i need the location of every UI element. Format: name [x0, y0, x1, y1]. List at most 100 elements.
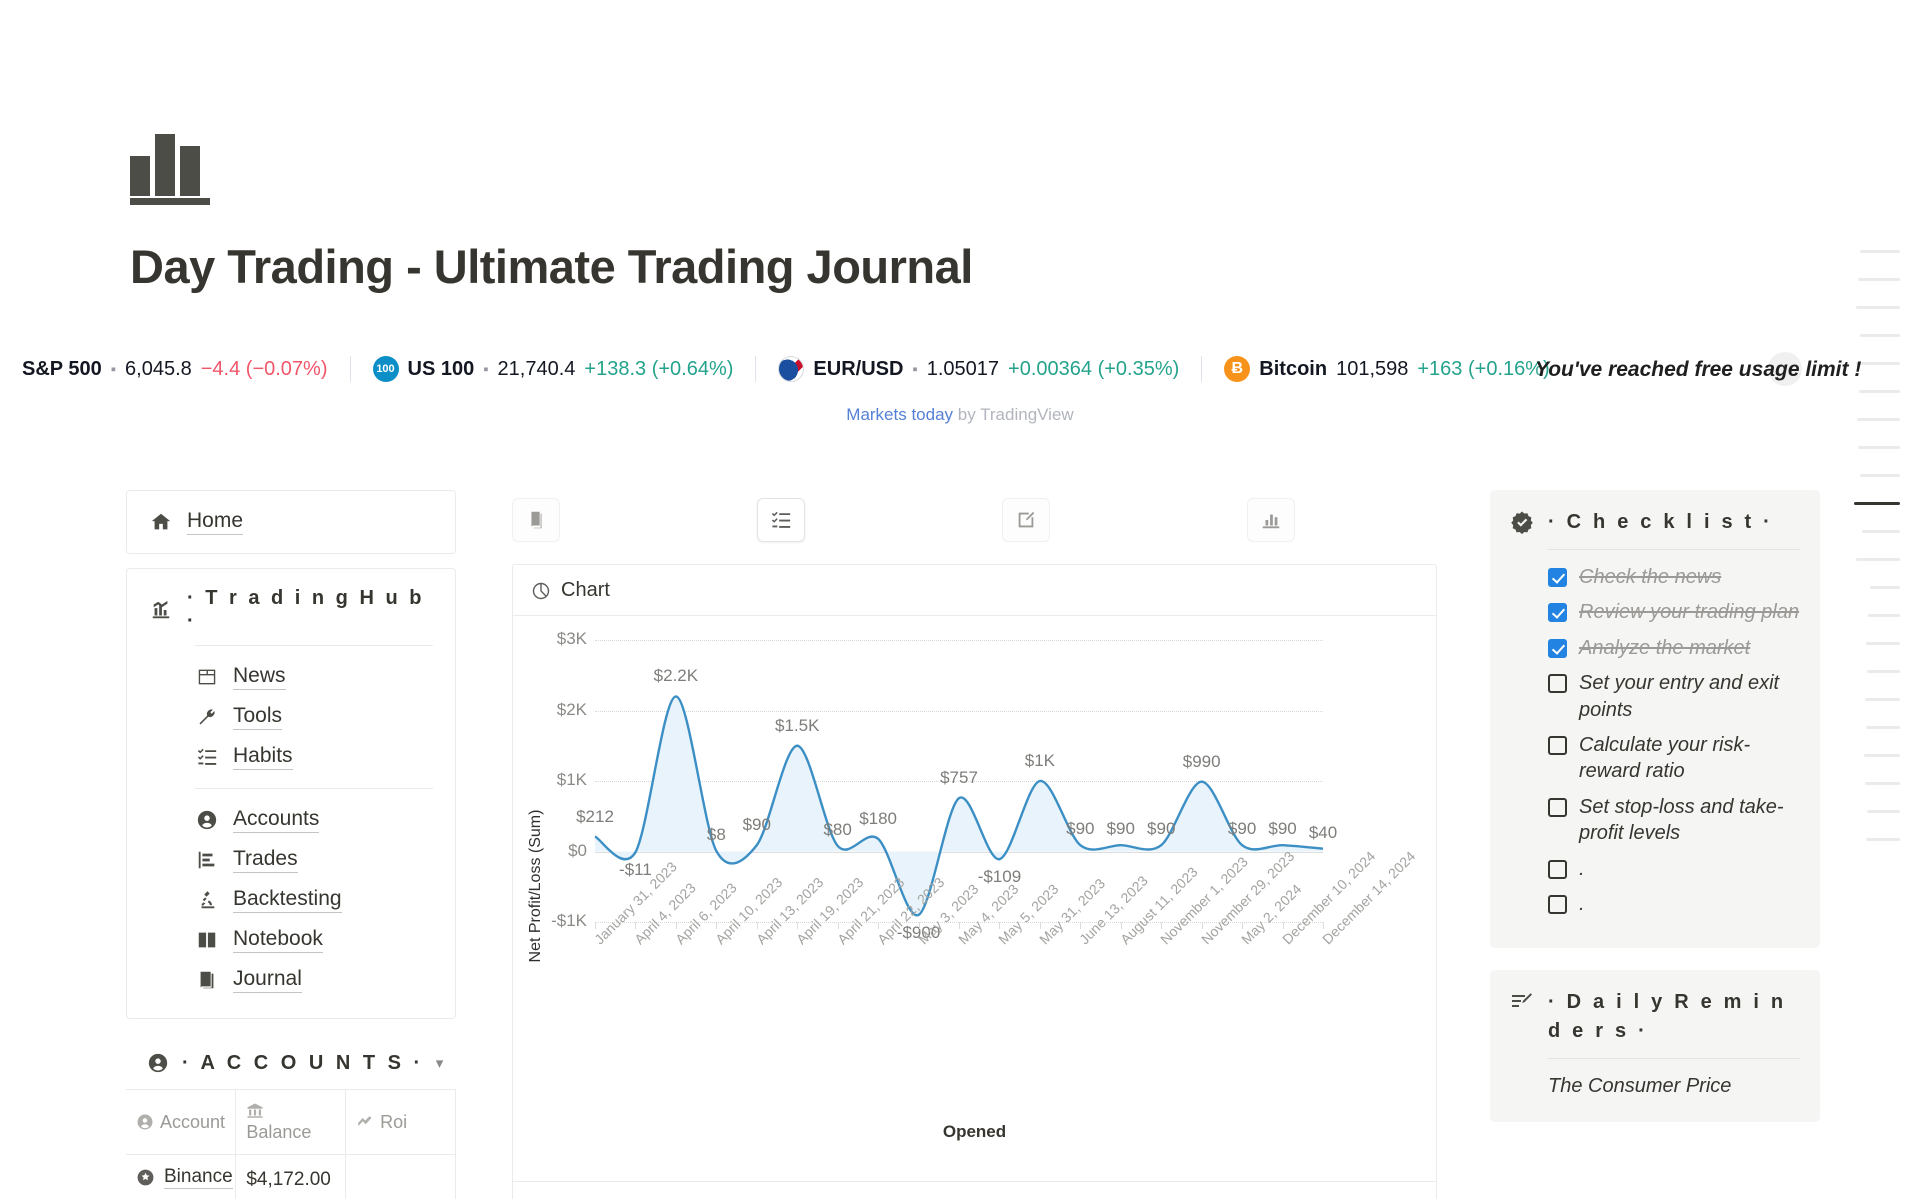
edit-note-icon [1018, 511, 1035, 528]
minimap-line[interactable] [1867, 670, 1900, 673]
checkbox[interactable] [1548, 568, 1567, 587]
sidebar-item-backtesting[interactable]: Backtesting [195, 880, 433, 920]
checkbox[interactable] [1548, 894, 1567, 914]
checkbox[interactable] [1548, 797, 1567, 817]
data-label: $180 [859, 808, 898, 828]
minimap-line[interactable] [1858, 278, 1900, 281]
x-tick-mark [1080, 922, 1082, 929]
checkbox[interactable] [1548, 735, 1567, 755]
list-item[interactable]: Analyze the market [1548, 635, 1800, 661]
minimap-line[interactable] [1865, 698, 1900, 701]
column-label: Balance [246, 1122, 312, 1142]
minimap-line[interactable] [1860, 474, 1900, 477]
list-item[interactable]: Review your trading plan [1548, 599, 1800, 625]
data-label: $40 [1308, 822, 1338, 842]
sidebar-item-accounts[interactable]: Accounts [195, 800, 433, 840]
x-tick-mark [595, 922, 596, 929]
minimap-line[interactable] [1857, 418, 1900, 421]
daily-reminders-card: · D a i l y R e m i n d e r s · The Cons… [1490, 970, 1820, 1123]
minimap-line[interactable] [1859, 390, 1900, 393]
reminder-text: The Consumer Price [1548, 1075, 1732, 1098]
ticker-item-eurusd[interactable]: EUR/USD ▪ 1.05017 +0.00364 (+0.35%) [755, 356, 1201, 382]
ticker-price: 21,740.4 [497, 357, 576, 380]
chart-canvas[interactable]: $212 -$11 $2.2K $8 $90 $1.5K $80 $180 -$900 $757 -… [576, 640, 1337, 942]
sidebar-item-journal[interactable]: Journal [195, 960, 433, 1000]
sidebar-item-habits[interactable]: Habits [195, 737, 433, 777]
minimap-line[interactable] [1867, 810, 1900, 813]
wrench-icon [195, 705, 219, 729]
ticker-scroll-handle[interactable] [1768, 352, 1802, 386]
ticker-dot: ▪ [483, 360, 489, 378]
minimap-line[interactable] [1856, 558, 1900, 561]
x-axis-title: Opened [942, 1122, 1007, 1141]
data-label: $80 [823, 819, 852, 839]
ticker-item-us100[interactable]: 100 US 100 ▪ 21,740.4 +138.3 (+0.64%) [349, 356, 756, 382]
column-header-account[interactable]: Account [126, 1089, 237, 1155]
list-item[interactable]: . [1548, 856, 1800, 882]
minimap-line[interactable] [1856, 306, 1900, 309]
list-item[interactable]: Check the news [1548, 564, 1800, 590]
markets-today-link[interactable]: Markets today [846, 405, 954, 424]
sidebar-label: Accounts [233, 807, 320, 833]
table-row[interactable]: Binance $4,172.00 [126, 1154, 456, 1199]
data-label: $90 [1227, 819, 1257, 839]
minimap-line[interactable] [1858, 446, 1900, 449]
page-header: Day Trading - Ultimate Trading Journal [130, 130, 1830, 294]
sidebar-item-notebook[interactable]: Notebook [195, 920, 433, 960]
ticker-item-bitcoin[interactable]: Ƀ Bitcoin 101,598 +163 (+0.16%) [1201, 356, 1571, 382]
y-axis-tick: $1K [556, 770, 587, 789]
minimap-line[interactable] [1870, 586, 1900, 589]
tab-weekly-view[interactable]: Weekly View [707, 1182, 868, 1199]
checklist-divider [1548, 549, 1800, 550]
bar-chart-logo [130, 130, 1830, 205]
cell-account[interactable]: Binance [126, 1154, 237, 1199]
checkbox[interactable] [1548, 859, 1567, 879]
minimap-line[interactable] [1868, 614, 1900, 617]
minimap-line[interactable] [1864, 754, 1900, 757]
list-item[interactable]: Calculate your risk-reward ratio [1548, 732, 1800, 785]
minimap-line[interactable] [1866, 726, 1900, 729]
table-of-contents-minimap[interactable] [1854, 250, 1900, 866]
checkbox[interactable] [1548, 603, 1567, 623]
x-tick-mark [716, 922, 718, 929]
market-ticker[interactable]: S&P 500 ▪ 6,045.8 −4.4 (−0.07%) 100 US 1… [0, 348, 1920, 390]
gridline [595, 640, 1323, 641]
chart-series [594, 695, 1324, 917]
minimap-line[interactable] [1854, 502, 1900, 505]
chevron-down-icon[interactable]: ▾ [435, 1055, 444, 1072]
ticker-price: 1.05017 [926, 357, 1000, 380]
tab-chart[interactable]: Chart [513, 565, 1436, 616]
sidebar-item-trades[interactable]: Trades [195, 840, 433, 880]
tab-all-trades[interactable]: All Trades [877, 1182, 1013, 1199]
toolbar-button-journal[interactable] [512, 498, 560, 542]
journal-book-icon [531, 511, 542, 529]
sidebar-item-news[interactable]: News [195, 657, 433, 697]
column-header-balance[interactable]: Balance [235, 1089, 347, 1155]
x-tick-mark [797, 922, 799, 929]
toolbar-button-checklist[interactable] [757, 498, 805, 542]
minimap-line[interactable] [1860, 250, 1900, 253]
home-card[interactable]: Home [126, 490, 456, 554]
column-header-roi[interactable]: Roi [345, 1089, 456, 1155]
checkbox[interactable] [1548, 638, 1567, 658]
cell-balance: $4,172.00 [235, 1154, 347, 1199]
minimap-line[interactable] [1866, 642, 1900, 645]
minimap-line[interactable] [1856, 362, 1900, 365]
ticker-change: +0.00364 (+0.35%) [1008, 357, 1180, 380]
list-item[interactable]: . [1548, 891, 1800, 917]
toolbar-button-chart[interactable] [1247, 498, 1295, 542]
toolbar-button-edit[interactable] [1002, 498, 1050, 542]
sidebar-item-home[interactable]: Home [187, 509, 244, 535]
sidebar-item-tools[interactable]: Tools [195, 697, 433, 737]
list-item[interactable]: Set your entry and exit points [1548, 670, 1800, 723]
hub-divider-top [195, 645, 433, 646]
minimap-line[interactable] [1862, 530, 1900, 533]
ticker-item-sp500[interactable]: S&P 500 ▪ 6,045.8 −4.4 (−0.07%) [0, 358, 350, 381]
trading-hub-links: News Tools Habits [195, 645, 433, 1000]
minimap-line[interactable] [1860, 334, 1900, 337]
minimap-line[interactable] [1865, 782, 1900, 785]
tab-monthly-view[interactable]: Monthly View [531, 1182, 697, 1199]
minimap-line[interactable] [1866, 838, 1900, 841]
checkbox[interactable] [1548, 674, 1567, 694]
list-item[interactable]: Set stop-loss and take-profit levels [1548, 794, 1800, 847]
